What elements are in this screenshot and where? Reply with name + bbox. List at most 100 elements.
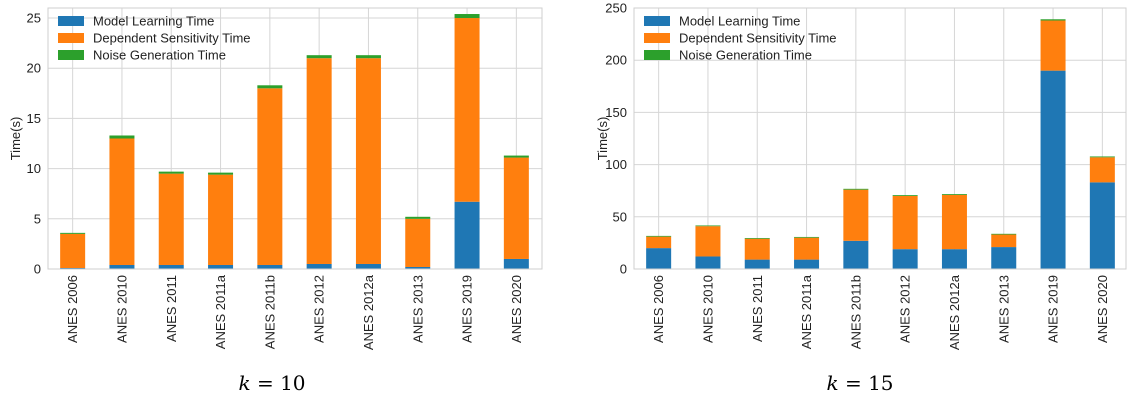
x-tick-label: ANES 2013 bbox=[410, 275, 425, 343]
plot-frame bbox=[47, 7, 543, 270]
y-tick-label: 150 bbox=[605, 105, 627, 120]
y-tick-label: 50 bbox=[613, 209, 627, 224]
bar-segment-1 bbox=[257, 264, 283, 269]
y-axis-label: Time(s) bbox=[595, 117, 610, 161]
legend: Model Learning Time Dependent Sensitivity… bbox=[644, 14, 837, 63]
x-tick-label: ANES 2010 bbox=[114, 275, 129, 343]
x-tick-label: ANES 2019 bbox=[460, 275, 475, 343]
bar-segment-2 bbox=[503, 157, 529, 259]
bar-segment-1 bbox=[208, 264, 234, 269]
legend-swatch bbox=[644, 16, 670, 26]
x-tick-label: ANES 2012a bbox=[947, 274, 962, 350]
bar-segment-3 bbox=[843, 188, 869, 190]
bar-segment-2 bbox=[843, 189, 869, 241]
bar-segment-3 bbox=[941, 194, 967, 195]
bar-segment-1 bbox=[306, 263, 332, 269]
y-tick-label: 10 bbox=[27, 161, 41, 176]
bar-segment-1 bbox=[744, 259, 770, 269]
bar-segment-2 bbox=[355, 58, 381, 264]
y-tick-label: 100 bbox=[605, 157, 627, 172]
y-axis-label: Time(s) bbox=[8, 117, 23, 161]
bar-segment-2 bbox=[892, 195, 918, 250]
bar-segment-3 bbox=[109, 135, 135, 139]
legend-swatch bbox=[644, 50, 670, 60]
x-tick-label: ANES 2020 bbox=[509, 275, 524, 343]
bar-segment-1 bbox=[405, 266, 431, 269]
x-tick-label: ANES 2011a bbox=[213, 274, 228, 349]
bar-segment-1 bbox=[158, 264, 184, 269]
bar-segment-2 bbox=[109, 138, 135, 265]
bar-segment-2 bbox=[744, 238, 770, 260]
bar-segment-2 bbox=[257, 88, 283, 265]
bar-segment-3 bbox=[60, 232, 86, 234]
legend-swatch bbox=[58, 16, 84, 26]
chart-panel-1: 0 5 10 15 20 25 ANES 2006 ANES 2010 ANES 2011 ANE… bbox=[8, 7, 543, 395]
x-tick-label: ANES 2011 bbox=[750, 275, 765, 342]
bar-segment-3 bbox=[257, 85, 283, 89]
bar-segment-2 bbox=[1089, 157, 1115, 183]
bar-segment-2 bbox=[306, 58, 332, 264]
legend-label: Dependent Sensitivity Time bbox=[93, 31, 251, 46]
legend-swatch bbox=[58, 33, 84, 43]
x-tick-label: ANES 2006 bbox=[651, 275, 666, 343]
plot-frame bbox=[633, 7, 1127, 270]
bar-segment-2 bbox=[646, 236, 672, 249]
bar-segment-3 bbox=[306, 55, 332, 59]
legend-label: Model Learning Time bbox=[679, 14, 800, 29]
x-tick-label: ANES 2012 bbox=[898, 275, 913, 343]
bar-segment-2 bbox=[991, 234, 1017, 248]
x-tick-label: ANES 2020 bbox=[1095, 275, 1110, 343]
bar-segment-3 bbox=[744, 237, 770, 239]
bar-segment-1 bbox=[60, 267, 86, 269]
bar-segment-1 bbox=[1040, 70, 1066, 269]
legend-swatch bbox=[644, 33, 670, 43]
legend-label: Dependent Sensitivity Time bbox=[679, 31, 837, 46]
bar-segment-1 bbox=[695, 256, 721, 269]
bar-segment-3 bbox=[1040, 19, 1066, 21]
bar-segment-3 bbox=[892, 195, 918, 196]
legend-label: Noise Generation Time bbox=[679, 48, 812, 63]
bar-segment-1 bbox=[1089, 182, 1115, 269]
bar-segment-2 bbox=[1040, 20, 1066, 71]
x-tick-label: ANES 2006 bbox=[65, 275, 80, 343]
bar-segment-1 bbox=[503, 258, 529, 269]
legend-label: Noise Generation Time bbox=[93, 48, 226, 63]
x-tick-label: ANES 2010 bbox=[700, 275, 715, 343]
bar-segment-3 bbox=[503, 155, 529, 158]
bar-segment-3 bbox=[208, 172, 234, 175]
x-tick-label: ANES 2011a bbox=[799, 274, 814, 349]
bar-segment-1 bbox=[941, 249, 967, 269]
x-tick-label: ANES 2011b bbox=[848, 275, 863, 349]
x-tick-label: ANES 2012 bbox=[312, 275, 327, 343]
bar-segment-2 bbox=[941, 194, 967, 250]
bar-segment-2 bbox=[158, 173, 184, 265]
bar-segment-3 bbox=[991, 233, 1017, 235]
bar-segment-1 bbox=[991, 247, 1017, 269]
bar-segment-3 bbox=[695, 225, 721, 227]
bar-segment-3 bbox=[454, 14, 480, 19]
bar-segment-3 bbox=[646, 235, 672, 237]
bar-segment-1 bbox=[646, 248, 672, 269]
x-tick-label: ANES 2011 bbox=[164, 275, 179, 342]
bar-segment-3 bbox=[1089, 156, 1115, 158]
y-tick-label: 0 bbox=[620, 262, 627, 277]
bar-segment-3 bbox=[158, 171, 184, 174]
bar-segment-3 bbox=[794, 236, 820, 238]
bar-segment-1 bbox=[454, 201, 480, 269]
y-tick-label: 15 bbox=[27, 111, 41, 126]
bar-segment-3 bbox=[355, 55, 381, 59]
bar-segment-2 bbox=[405, 218, 431, 267]
bar-segment-2 bbox=[695, 226, 721, 257]
bar-segment-1 bbox=[892, 249, 918, 269]
legend-label: Model Learning Time bbox=[93, 14, 214, 29]
y-tick-label: 5 bbox=[34, 211, 41, 226]
y-tick-label: 0 bbox=[34, 262, 41, 277]
y-tick-label: 25 bbox=[27, 11, 41, 26]
legend-swatch bbox=[58, 50, 84, 60]
bar-segment-2 bbox=[794, 237, 820, 260]
x-tick-label: ANES 2011b bbox=[262, 275, 277, 349]
bar-segment-1 bbox=[794, 259, 820, 269]
bar-segment-2 bbox=[60, 233, 86, 268]
